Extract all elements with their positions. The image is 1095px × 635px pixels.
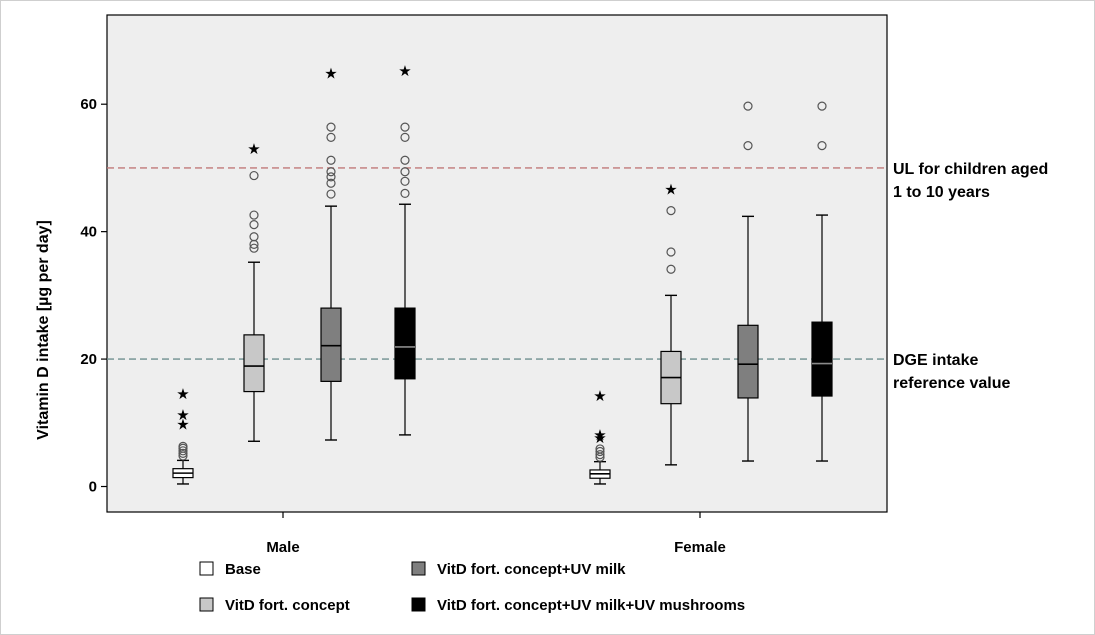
outlier-point bbox=[400, 167, 410, 177]
box-1-1: ★ bbox=[660, 181, 682, 466]
y-tick-label: 60 bbox=[80, 96, 97, 113]
legend-swatch bbox=[199, 597, 214, 612]
outlier-point bbox=[743, 141, 753, 151]
iqr-box bbox=[737, 324, 759, 399]
extreme-point: ★ bbox=[593, 429, 606, 447]
outlier-point bbox=[400, 155, 410, 165]
outlier-point bbox=[666, 247, 676, 257]
box-2-0: ★ bbox=[320, 65, 342, 441]
legend-item: VitD fort. concept bbox=[199, 597, 350, 614]
reference-line-label: UL for children aged bbox=[893, 161, 1048, 178]
extreme-point: ★ bbox=[593, 387, 606, 405]
iqr-box bbox=[811, 321, 833, 397]
outlier-point bbox=[326, 155, 336, 165]
outlier-point bbox=[249, 210, 259, 220]
y-tick-label: 40 bbox=[80, 224, 97, 241]
legend-swatch bbox=[199, 561, 214, 576]
legend: Base VitD fort. concept+UV milk VitD fort.… bbox=[199, 561, 745, 614]
box-0-0: ★★★ bbox=[172, 385, 194, 485]
y-axis-label: Vitamin D intake [µg per day] bbox=[35, 220, 52, 440]
outlier-point bbox=[400, 122, 410, 132]
outlier-point bbox=[743, 101, 753, 111]
extreme-point: ★ bbox=[176, 406, 189, 424]
box-2-1 bbox=[737, 101, 759, 462]
box-0-1: ★★★ bbox=[589, 387, 611, 485]
outlier-point bbox=[595, 446, 605, 457]
outlier-point bbox=[326, 132, 336, 142]
extreme-point: ★ bbox=[176, 416, 189, 434]
outlier-point bbox=[326, 122, 336, 132]
outlier-point bbox=[249, 220, 259, 230]
reference-line-label: DGE intake bbox=[893, 352, 978, 369]
outlier-point bbox=[666, 264, 676, 274]
outlier-point bbox=[249, 170, 259, 181]
extreme-point: ★ bbox=[398, 62, 411, 80]
outlier-point bbox=[249, 232, 259, 242]
outlier-point bbox=[326, 167, 336, 177]
outlier-point bbox=[817, 101, 827, 111]
reference-line-labels: UL for children aged 1 to 10 years DGE int… bbox=[893, 161, 1048, 392]
outlier-point bbox=[178, 446, 188, 456]
y-axis: 0 20 40 60 bbox=[80, 96, 107, 496]
y-tick-label: 20 bbox=[80, 351, 97, 368]
boxes-layer: ★★★★★★★★★ ★ bbox=[172, 62, 833, 485]
box-1-0: ★ bbox=[243, 140, 265, 442]
outlier-point bbox=[178, 448, 188, 458]
legend-label: VitD fort. concept bbox=[225, 597, 350, 614]
outlier-point bbox=[817, 141, 827, 151]
extreme-point: ★ bbox=[593, 426, 606, 444]
outlier-point bbox=[400, 132, 410, 142]
outlier-point bbox=[178, 441, 188, 451]
extreme-point: ★ bbox=[247, 140, 260, 158]
outlier-point bbox=[326, 178, 336, 188]
legend-label: VitD fort. concept+UV milk+UV mushrooms bbox=[437, 597, 745, 614]
outlier-point bbox=[249, 243, 259, 253]
legend-item: Base bbox=[199, 561, 261, 578]
legend-item: VitD fort. concept+UV milk bbox=[411, 561, 626, 578]
reference-line-label: reference value bbox=[893, 375, 1011, 392]
box-3-1 bbox=[811, 101, 833, 462]
plot-area bbox=[106, 14, 888, 513]
box-3-0: ★ bbox=[394, 62, 416, 436]
extreme-point: ★ bbox=[176, 385, 189, 403]
x-axis: Male Female bbox=[266, 512, 726, 556]
x-category-label: Female bbox=[674, 539, 726, 556]
legend-swatch bbox=[411, 561, 426, 576]
outlier-point bbox=[326, 172, 336, 182]
legend-swatch bbox=[411, 597, 426, 612]
legend-label: VitD fort. concept+UV milk bbox=[437, 561, 626, 578]
reference-line-label: 1 to 10 years bbox=[893, 184, 990, 201]
extreme-point: ★ bbox=[324, 65, 337, 83]
legend-label: Base bbox=[225, 561, 261, 578]
extreme-point: ★ bbox=[664, 181, 677, 199]
iqr-box bbox=[243, 334, 265, 393]
iqr-box bbox=[320, 307, 342, 382]
y-tick-label: 0 bbox=[89, 479, 97, 496]
outlier-point bbox=[400, 188, 410, 199]
x-category-label: Male bbox=[266, 539, 299, 556]
outlier-point bbox=[595, 450, 605, 460]
outlier-point bbox=[666, 206, 676, 216]
outlier-point bbox=[400, 176, 410, 186]
outlier-point bbox=[326, 189, 336, 199]
iqr-box bbox=[394, 307, 416, 380]
outlier-point bbox=[595, 444, 605, 454]
legend-item: VitD fort. concept+UV milk+UV mushrooms bbox=[411, 597, 745, 614]
